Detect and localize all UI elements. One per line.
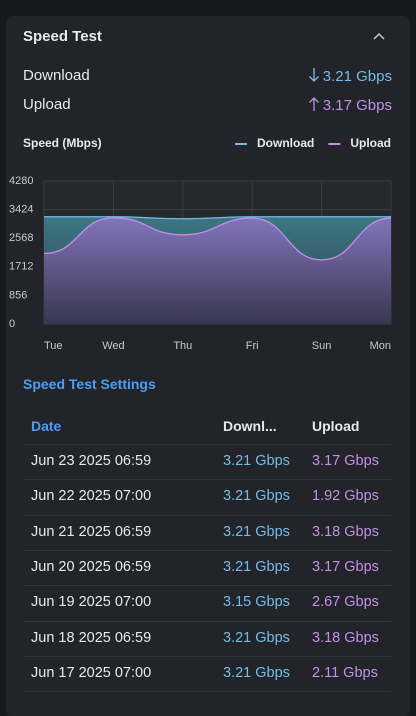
speed-test-panel: Speed Test Download 3.21 Gbps Upload 3.1… [6, 16, 410, 716]
collapse-icon[interactable] [372, 30, 386, 44]
column-header: Upload [312, 418, 360, 434]
table-cell: 2.67 Gbps [312, 594, 379, 611]
table-cell: 3.21 Gbps [223, 523, 290, 540]
table-cell: Jun 22 2025 07:00 [31, 488, 152, 505]
table-cell: Jun 19 2025 07:00 [31, 594, 152, 611]
row-divider [23, 655, 391, 657]
up-arrow [308, 97, 319, 111]
x-tick-label: Fri [246, 340, 259, 352]
section-title: Speed Test Settings [23, 376, 156, 392]
table-cell: 3.21 Gbps [223, 488, 290, 505]
y-tick-label: 3424 [9, 204, 33, 216]
summary-label: Download [23, 67, 90, 84]
x-tick-label: Sun [312, 340, 332, 352]
y-tick-label: 4280 [9, 175, 33, 187]
row-divider [23, 444, 391, 445]
chart: Speed (Mbps) 0 856 1712 2568 3424 4280 Tue Wed T… [9, 136, 392, 352]
x-tick-label: Wed [102, 340, 124, 352]
table-cell: 2.11 Gbps [312, 664, 378, 681]
row-divider [23, 620, 391, 622]
table-cell: 3.18 Gbps [312, 523, 379, 540]
row-divider [23, 585, 391, 587]
x-tick-label: Tue [44, 340, 63, 352]
y-tick-label: 2568 [9, 232, 33, 244]
chart-title: Speed (Mbps) [23, 136, 102, 150]
download-value: 3.21 Gbps [322, 68, 392, 85]
legend-label: Download [257, 136, 314, 150]
column-header: Downl... [223, 418, 277, 434]
x-tick-label: Mon [370, 340, 391, 352]
table-cell: 3.15 Gbps [223, 594, 290, 611]
table-cell: 3.17 Gbps [312, 453, 379, 469]
table-cell: 3.21 Gbps [223, 558, 290, 575]
legend-label: Upload [350, 136, 391, 150]
table-cell: 3.21 Gbps [223, 629, 290, 646]
y-tick-label: 856 [9, 289, 27, 301]
table-cell: 3.21 Gbps [223, 453, 290, 469]
table-cell: Jun 23 2025 06:59 [31, 453, 152, 469]
table-cell: Jun 17 2025 07:00 [31, 664, 152, 681]
row-divider [23, 514, 391, 516]
row-divider [23, 479, 391, 481]
table-cell: Jun 21 2025 06:59 [31, 523, 152, 540]
summary-label: Upload [23, 96, 71, 113]
area-fill [44, 217, 391, 324]
summary-value: 3.17 Gbps [308, 96, 392, 114]
table-cell: 3.17 Gbps [312, 558, 379, 575]
y-tick-label: 0 [9, 318, 15, 330]
table-cell: 3.21 Gbps [223, 664, 290, 681]
table-cell: 1.92 Gbps [312, 488, 379, 505]
series-line [44, 216, 391, 220]
x-tick-label: Thu [173, 340, 192, 352]
summary-value: 3.21 Gbps [308, 67, 392, 85]
table-cell: Jun 20 2025 06:59 [31, 558, 152, 575]
series-line [43, 217, 392, 261]
y-tick-label: 1712 [9, 261, 33, 273]
upload-value: 3.17 Gbps [322, 97, 392, 114]
table-cell: Jun 18 2025 06:59 [31, 629, 152, 646]
row-divider [23, 549, 391, 551]
panel-title: Speed Test [23, 28, 102, 45]
column-header: Date [31, 418, 62, 434]
down-arrow [308, 68, 319, 82]
table-cell: 3.18 Gbps [312, 629, 379, 646]
row-divider [23, 691, 391, 693]
